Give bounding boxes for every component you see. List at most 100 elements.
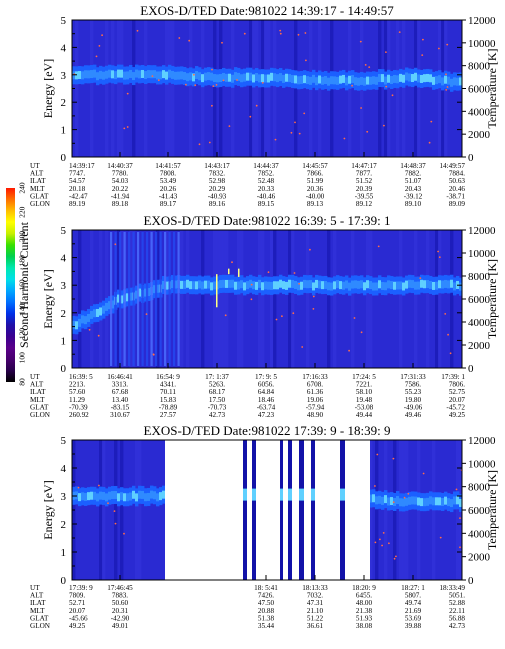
temperature-point bbox=[236, 79, 238, 81]
data-slice-band bbox=[311, 488, 315, 501]
ephemeris-cell: -57.94 bbox=[306, 403, 325, 411]
temperature-point bbox=[188, 39, 191, 42]
ephemeris-cell: 14:45:57 bbox=[302, 162, 328, 170]
ephemeris-cell: 51.99 bbox=[307, 177, 324, 185]
temperature-point bbox=[312, 308, 315, 310]
ephemeris-cell: 14:41:57 bbox=[155, 162, 181, 170]
ephemeris-cell: 50.60 bbox=[112, 599, 129, 607]
burst-stripe bbox=[110, 232, 113, 366]
temperature-point bbox=[377, 245, 380, 248]
energy-band-core bbox=[393, 74, 397, 83]
ephemeris-cell: 7832. bbox=[209, 170, 225, 178]
ephemeris-row-label: UT bbox=[30, 162, 40, 170]
energy-band-core bbox=[339, 281, 343, 290]
energy-band-core bbox=[435, 497, 439, 506]
ephemeris-cell: 47.23 bbox=[258, 411, 275, 419]
temperature-point bbox=[151, 75, 154, 77]
energy-band-core bbox=[411, 496, 415, 505]
energy-band-core bbox=[429, 74, 433, 83]
energy-band-core bbox=[321, 76, 325, 85]
energy-band-core bbox=[96, 72, 100, 81]
y-tick-label: 2 bbox=[61, 97, 67, 109]
energy-band-core bbox=[417, 497, 421, 506]
spectrogram-column bbox=[213, 20, 217, 157]
spectrogram-column bbox=[78, 230, 82, 368]
energy-band-core bbox=[180, 71, 184, 80]
ephemeris-row-label: GLON bbox=[30, 200, 51, 208]
energy-band-core bbox=[312, 74, 316, 83]
spectrogram-column bbox=[417, 20, 421, 157]
spectrogram-column bbox=[438, 20, 442, 157]
ephemeris-cell: 48.90 bbox=[307, 411, 324, 419]
spectrogram-column bbox=[273, 20, 277, 157]
temperature-point bbox=[445, 89, 448, 91]
energy-band-core bbox=[189, 281, 193, 290]
energy-band-core bbox=[303, 75, 307, 84]
spectrogram-column bbox=[117, 20, 121, 157]
temperature-point bbox=[88, 328, 91, 331]
spectrogram-column bbox=[384, 440, 388, 580]
energy-band-core bbox=[192, 73, 196, 82]
energy-band-core bbox=[87, 70, 91, 79]
ephemeris-cell: 17: 1:37 bbox=[205, 373, 229, 381]
colorbar-scale bbox=[6, 188, 15, 382]
spectrogram-column bbox=[387, 20, 391, 157]
energy-band-core bbox=[279, 73, 283, 82]
temperature-point bbox=[393, 557, 396, 560]
ephemeris-cell: 2213. bbox=[69, 381, 85, 389]
ephemeris-cell: 50.63 bbox=[449, 177, 466, 185]
temperature-point bbox=[297, 33, 300, 36]
energy-band-core bbox=[132, 72, 136, 81]
energy-band-core bbox=[378, 280, 382, 289]
energy-band-core bbox=[87, 492, 91, 501]
energy-band-core bbox=[135, 69, 139, 78]
y-tick-label: 5 bbox=[61, 435, 67, 447]
ephemeris-cell: 19.48 bbox=[356, 396, 373, 404]
temperature-point bbox=[382, 532, 385, 534]
ephemeris-cell: 17: 9: 5 bbox=[255, 373, 277, 381]
ephemeris-cell: -70.73 bbox=[208, 403, 227, 411]
data-slice-band bbox=[288, 488, 292, 501]
energy-band-core bbox=[201, 74, 205, 83]
ephemeris-cell: 89.15 bbox=[258, 200, 275, 208]
ephemeris-row-label: MLT bbox=[30, 607, 45, 615]
energy-band-core bbox=[288, 279, 292, 288]
burst-stripe bbox=[137, 232, 140, 366]
burst-stripe bbox=[123, 232, 126, 366]
energy-band-core bbox=[300, 75, 304, 84]
data-gap bbox=[165, 440, 370, 580]
energy-band-core bbox=[411, 74, 415, 83]
energy-band-core bbox=[99, 307, 103, 316]
energy-band-core bbox=[432, 76, 436, 85]
temperature-point bbox=[447, 333, 449, 336]
panel-3: EXOS-D/TED Date:981022 17:39: 9 - 18:39:… bbox=[30, 423, 499, 630]
energy-band-core bbox=[393, 281, 397, 290]
energy-band-core bbox=[129, 292, 133, 301]
temperature-point bbox=[126, 92, 129, 95]
ephemeris-cell: 7884. bbox=[449, 170, 465, 178]
ephemeris-cell: -40.46 bbox=[257, 192, 276, 200]
y-tick-label: 3 bbox=[61, 280, 67, 292]
temperature-point bbox=[392, 457, 395, 460]
ephemeris-cell: 21.69 bbox=[405, 607, 422, 615]
spectrogram-column bbox=[426, 230, 430, 368]
panel-1: EXOS-D/TED Date:981022 14:39:17 - 14:49:… bbox=[30, 3, 499, 208]
energy-band-core bbox=[294, 280, 298, 289]
temperature-point bbox=[136, 29, 139, 32]
colorbar-label: Second Harmonic Current bbox=[17, 221, 31, 348]
y2-tick-label: 2000 bbox=[468, 340, 491, 352]
energy-band-core bbox=[351, 280, 355, 289]
ephemeris-row-label: UT bbox=[30, 373, 40, 381]
energy-band-core bbox=[84, 492, 88, 501]
energy-band-core bbox=[81, 315, 85, 324]
y2-tick-label: 0 bbox=[468, 363, 474, 375]
energy-band-core bbox=[369, 494, 373, 503]
temperature-point bbox=[455, 488, 458, 491]
energy-band-core bbox=[459, 77, 463, 86]
colorbar-tick: 120 bbox=[18, 328, 27, 340]
energy-band-core bbox=[450, 279, 454, 288]
energy-band-core bbox=[357, 280, 361, 289]
energy-band-core bbox=[456, 496, 460, 505]
energy-band-core bbox=[423, 280, 427, 289]
